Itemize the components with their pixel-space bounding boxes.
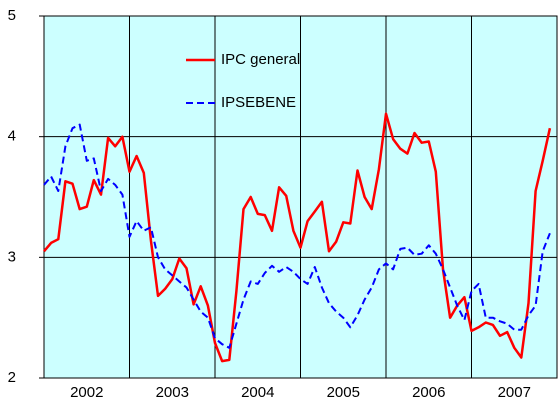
x-tick-label: 2005: [327, 384, 360, 401]
legend-label: IPC general: [221, 51, 300, 68]
x-tick-label: 2006: [412, 384, 445, 401]
x-tick-label: 2003: [156, 384, 189, 401]
x-tick-label: 2007: [498, 384, 531, 401]
y-tick-label: 3: [8, 248, 16, 265]
y-tick-label: 4: [8, 128, 16, 145]
plot-border: [43, 15, 558, 379]
x-tick-label: 2004: [241, 384, 274, 401]
series-line: [43, 112, 552, 363]
y-tick-label: 2: [8, 369, 16, 386]
series-line: [43, 123, 551, 349]
x-tick-label: 2002: [70, 384, 103, 401]
y-tick-label: 5: [8, 7, 16, 24]
legend-label: IPSEBENE: [221, 94, 296, 111]
